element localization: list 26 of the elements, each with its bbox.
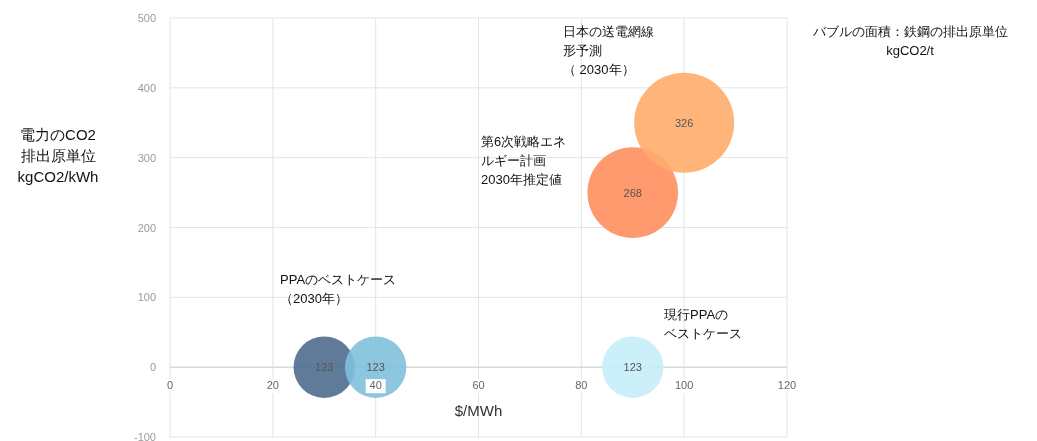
data-label: 123 (315, 361, 334, 374)
annotation: PPAのベストケース（2030年） (280, 272, 397, 306)
y-tick-label: 0 (149, 361, 156, 374)
x-tick-label: 60 (472, 379, 485, 392)
x-tick-label: 0 (166, 379, 174, 392)
y-tick-label: -100 (133, 431, 156, 441)
y-tick-label: 400 (137, 81, 156, 94)
data-label: 326 (674, 116, 694, 129)
y-tick-label: 500 (137, 12, 156, 24)
data-label: 123 (623, 361, 642, 374)
y-tick-label: 100 (137, 291, 156, 304)
x-tick-label: 120 (777, 379, 797, 392)
y-tick-label: 300 (137, 151, 156, 164)
annotation: 第6次戦略エネルギー計画2030年推定値 (481, 134, 567, 187)
x-tick-label: 20 (266, 379, 279, 392)
y-axis-title: 電力のCO2 排出原単位 kgCO2/kWh (17, 126, 99, 185)
x-tick-label: 80 (575, 379, 588, 392)
y-tick-label: 200 (137, 221, 156, 234)
x-tick-label: 100 (674, 379, 694, 392)
annotation: 日本の送電網線形予測（ 2030年） (563, 24, 654, 77)
text: バブルの面積：鉄鋼の排出原単位 kgCO2/t (811, 24, 1008, 58)
x-axis-title: $/MWh (454, 402, 503, 419)
data-label: 123 (366, 361, 385, 374)
x-tick-label: 40 (369, 379, 382, 392)
annotation: 現行PPAのベストケース (664, 307, 742, 341)
data-label: 268 (623, 186, 642, 199)
